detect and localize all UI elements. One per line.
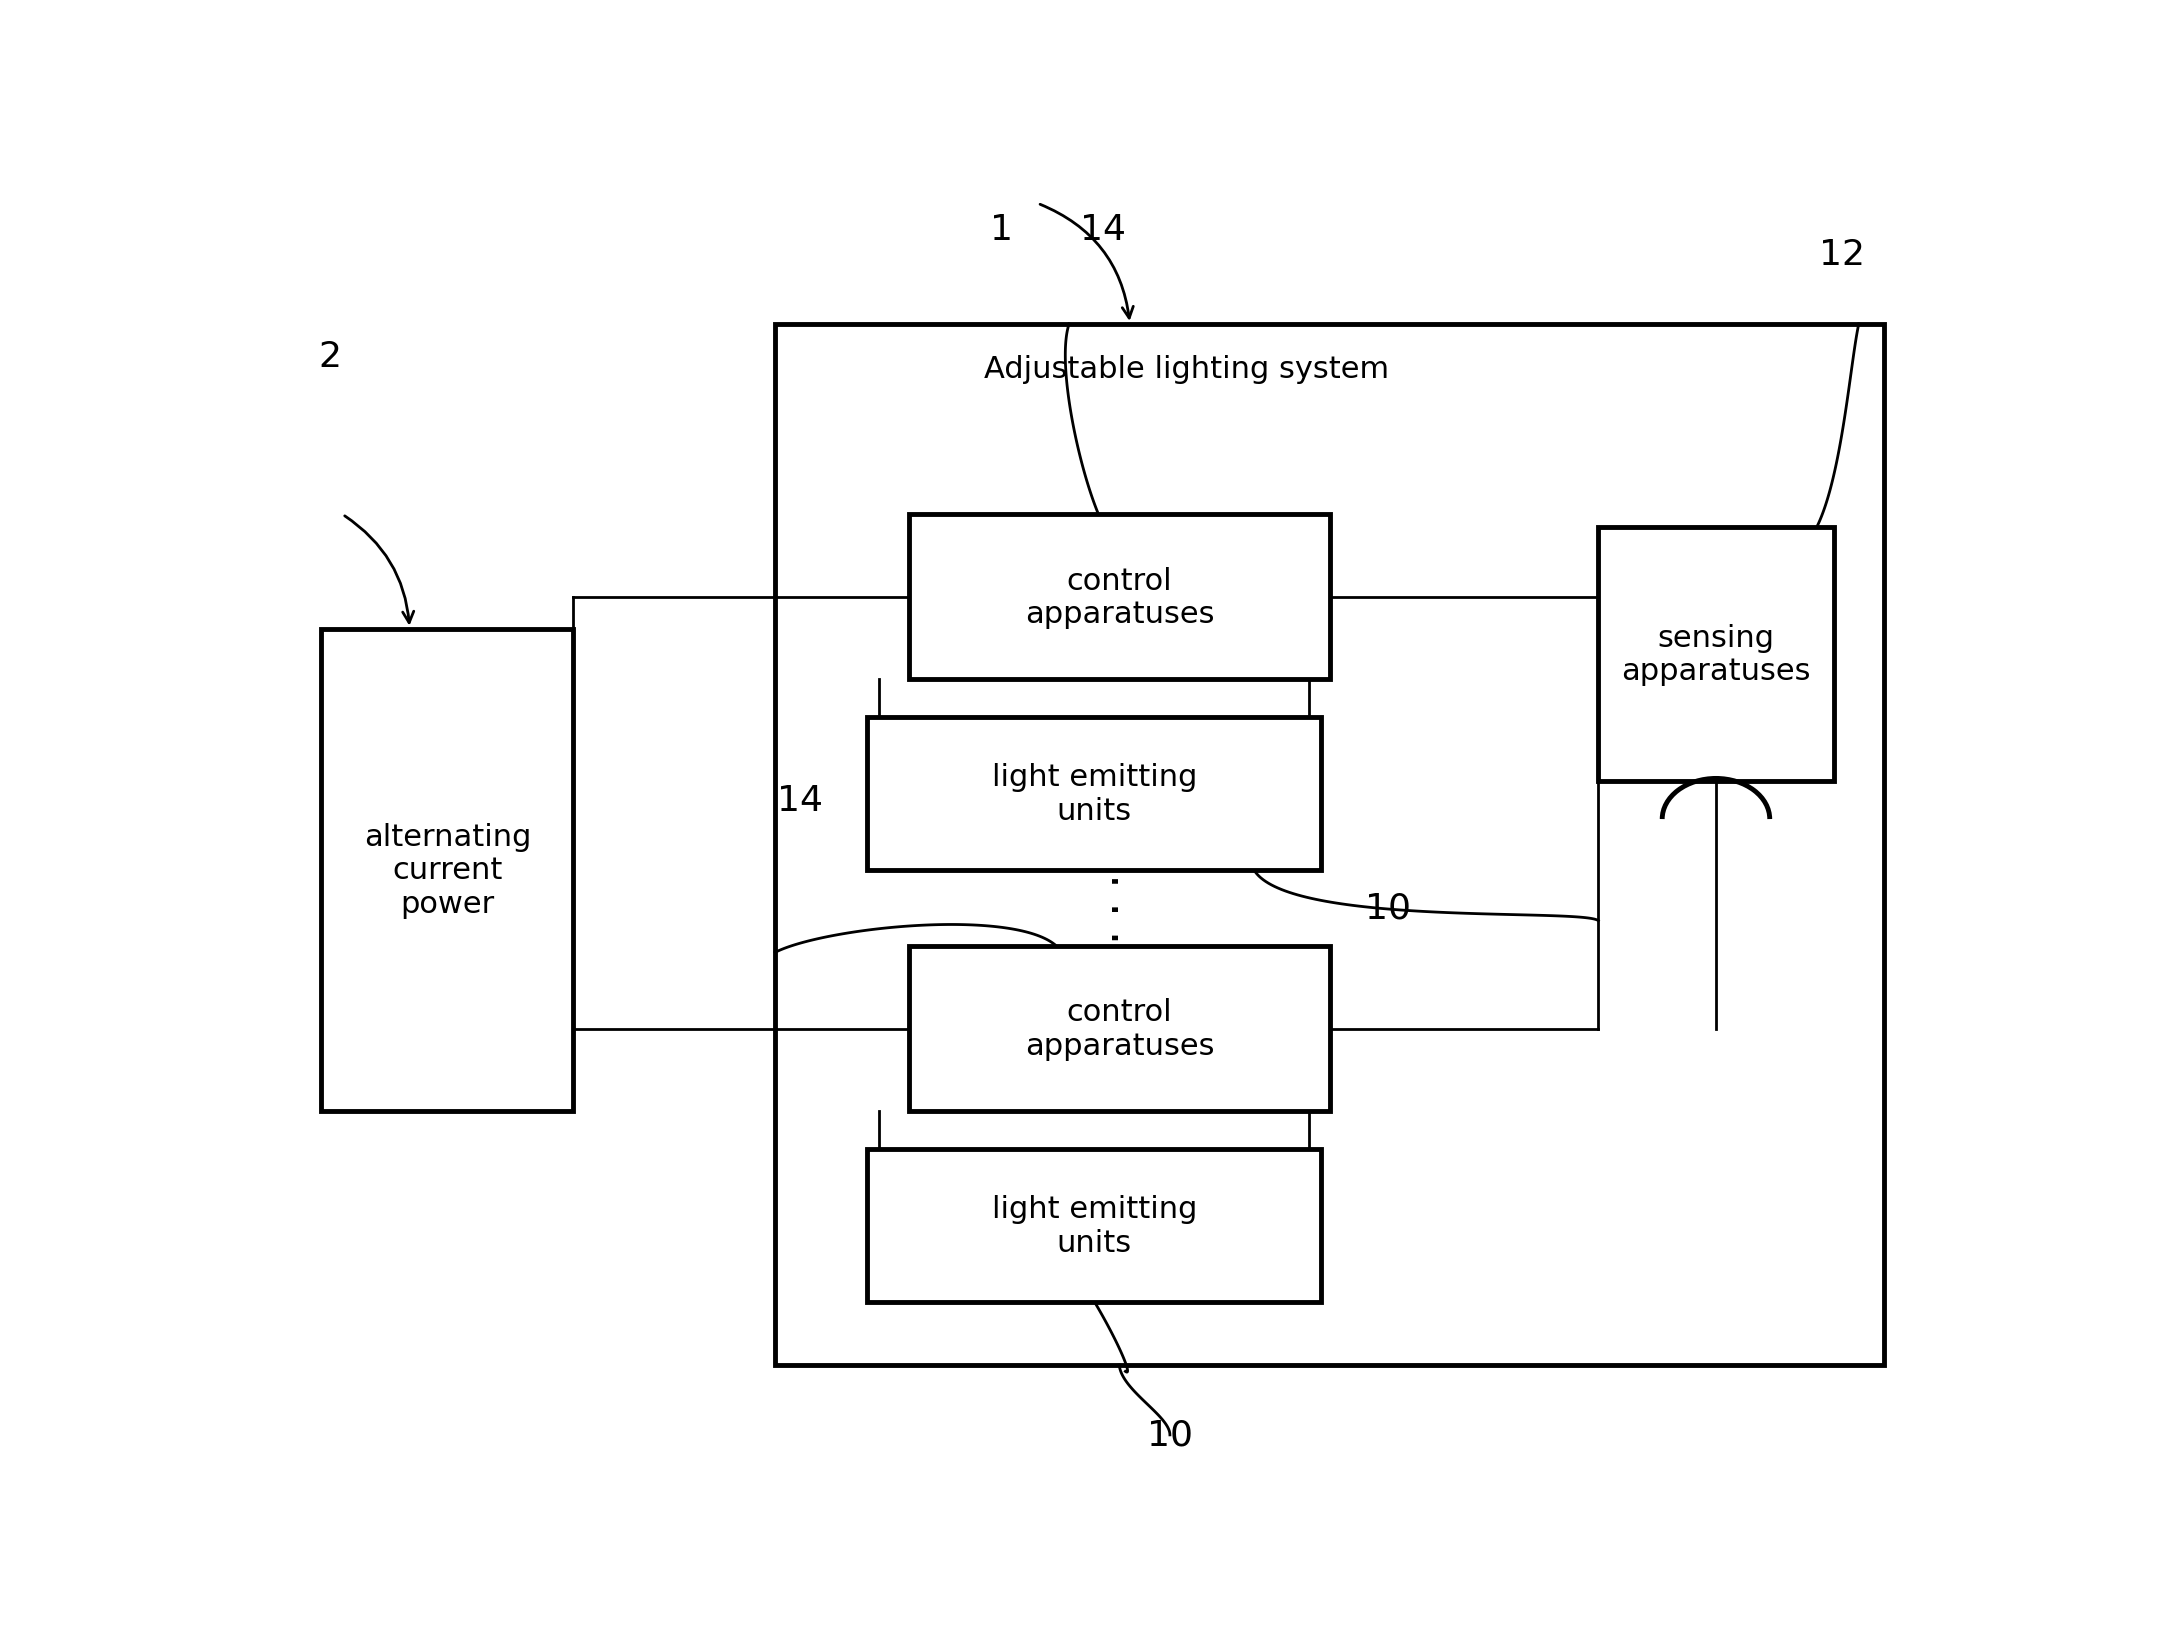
Text: alternating
current
power: alternating current power bbox=[364, 822, 531, 918]
Text: Adjustable lighting system: Adjustable lighting system bbox=[984, 354, 1390, 384]
Bar bbox=[1598, 527, 1834, 781]
Text: 10: 10 bbox=[1366, 892, 1411, 926]
Bar bbox=[321, 630, 572, 1111]
Text: control
apparatuses: control apparatuses bbox=[1025, 997, 1214, 1060]
Bar bbox=[776, 325, 1884, 1365]
Bar bbox=[911, 946, 1329, 1111]
Text: 14: 14 bbox=[778, 783, 824, 817]
Bar bbox=[867, 1150, 1320, 1302]
Text: 10: 10 bbox=[1147, 1417, 1192, 1452]
Text: 1: 1 bbox=[991, 213, 1012, 247]
Text: sensing
apparatuses: sensing apparatuses bbox=[1622, 623, 1810, 686]
Bar bbox=[867, 719, 1320, 870]
Text: 14: 14 bbox=[1080, 213, 1125, 247]
Text: light emitting
units: light emitting units bbox=[991, 1195, 1197, 1257]
Text: 12: 12 bbox=[1819, 237, 1864, 272]
Bar bbox=[911, 514, 1329, 681]
Text: light emitting
units: light emitting units bbox=[991, 763, 1197, 826]
Text: control
apparatuses: control apparatuses bbox=[1025, 567, 1214, 630]
Text: 2: 2 bbox=[319, 339, 340, 374]
Text: · · ·: · · · bbox=[1097, 873, 1140, 944]
